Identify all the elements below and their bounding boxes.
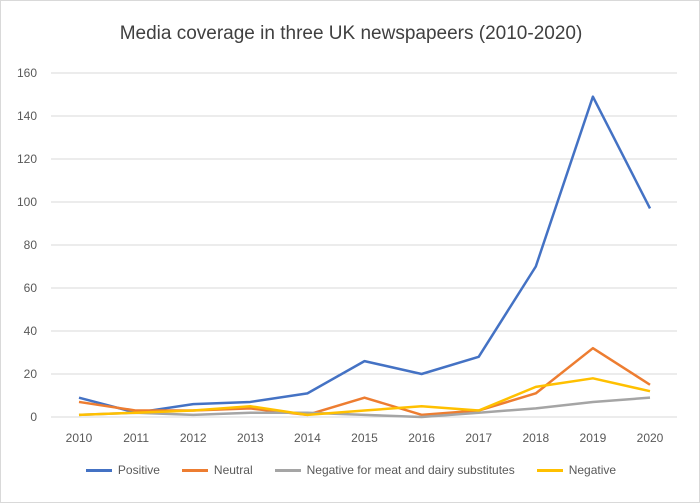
legend-swatch <box>86 469 112 472</box>
x-tick-label: 2013 <box>237 431 264 445</box>
x-tick-label: 2015 <box>351 431 378 445</box>
x-tick-label: 2018 <box>522 431 549 445</box>
legend: Positive Neutral Negative for meat and dai… <box>1 463 700 477</box>
legend-swatch <box>537 469 563 472</box>
x-tick-label: 2011 <box>123 431 149 445</box>
y-tick-label: 140 <box>17 109 37 123</box>
y-tick-label: 120 <box>17 152 37 166</box>
y-tick-label: 80 <box>24 238 38 252</box>
legend-label: Neutral <box>214 463 253 477</box>
legend-swatch <box>275 469 301 472</box>
y-tick-label: 20 <box>24 367 38 381</box>
legend-swatch <box>182 469 208 472</box>
x-tick-label: 2020 <box>637 431 664 445</box>
y-tick-label: 100 <box>17 195 37 209</box>
y-tick-label: 60 <box>24 281 38 295</box>
legend-item: Neutral <box>182 463 253 477</box>
x-tick-label: 2014 <box>294 431 321 445</box>
x-tick-label: 2010 <box>66 431 93 445</box>
x-tick-label: 2019 <box>580 431 607 445</box>
x-tick-label: 2017 <box>465 431 492 445</box>
y-tick-label: 40 <box>24 324 38 338</box>
series-line-positive <box>79 97 650 413</box>
legend-item: Negative <box>537 463 616 477</box>
legend-label: Positive <box>118 463 160 477</box>
y-tick-label: 0 <box>30 410 37 424</box>
y-tick-label: 160 <box>17 66 37 80</box>
x-tick-label: 2012 <box>180 431 207 445</box>
legend-item: Negative for meat and dairy substitutes <box>275 463 515 477</box>
x-tick-label: 2016 <box>408 431 435 445</box>
legend-item: Positive <box>86 463 160 477</box>
legend-label: Negative <box>569 463 616 477</box>
legend-label: Negative for meat and dairy substitutes <box>307 463 515 477</box>
